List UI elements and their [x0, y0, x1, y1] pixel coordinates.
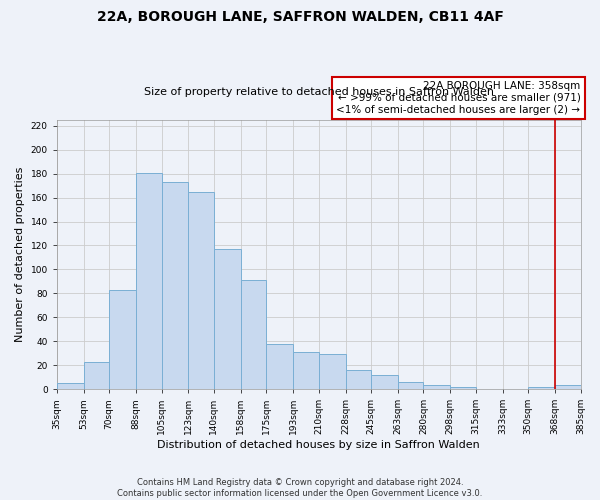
Y-axis label: Number of detached properties: Number of detached properties	[15, 167, 25, 342]
Bar	[371, 374, 398, 389]
Bar	[161, 182, 188, 389]
Bar	[109, 290, 136, 389]
Bar	[293, 352, 319, 389]
Bar	[136, 172, 161, 389]
Bar	[84, 362, 109, 389]
Bar	[214, 249, 241, 389]
Bar	[319, 354, 346, 389]
Bar	[555, 386, 581, 389]
X-axis label: Distribution of detached houses by size in Saffron Walden: Distribution of detached houses by size …	[157, 440, 480, 450]
Bar	[398, 382, 424, 389]
Bar	[57, 383, 84, 389]
Bar	[241, 280, 266, 389]
Bar	[188, 192, 214, 389]
Bar	[451, 386, 476, 389]
Bar	[528, 386, 555, 389]
Text: 22A BOROUGH LANE: 358sqm
← >99% of detached houses are smaller (971)
<1% of semi: 22A BOROUGH LANE: 358sqm ← >99% of detac…	[337, 82, 581, 114]
Bar	[424, 386, 451, 389]
Text: Contains HM Land Registry data © Crown copyright and database right 2024.
Contai: Contains HM Land Registry data © Crown c…	[118, 478, 482, 498]
Bar	[266, 344, 293, 389]
Title: Size of property relative to detached houses in Saffron Walden: Size of property relative to detached ho…	[143, 87, 494, 97]
Bar	[346, 370, 371, 389]
Text: 22A, BOROUGH LANE, SAFFRON WALDEN, CB11 4AF: 22A, BOROUGH LANE, SAFFRON WALDEN, CB11 …	[97, 10, 503, 24]
